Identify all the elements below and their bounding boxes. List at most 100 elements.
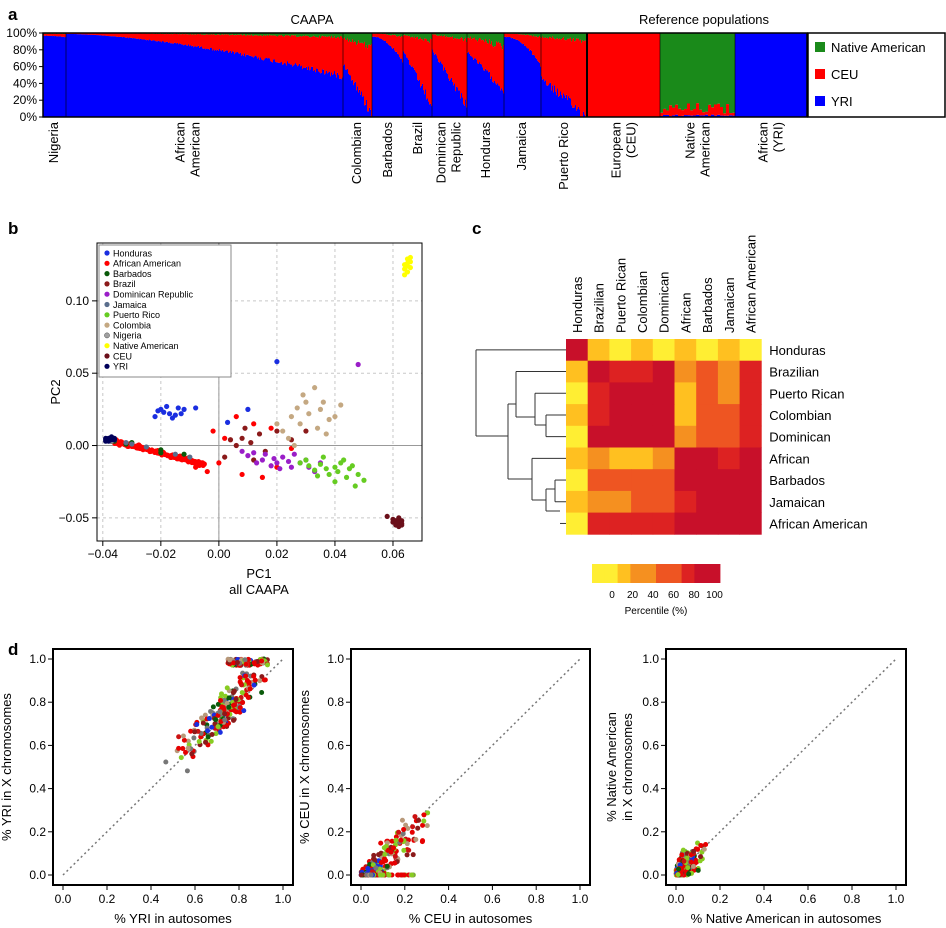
- data-point: [280, 454, 286, 460]
- bar-ceu: [471, 39, 473, 57]
- bar-yri: [355, 81, 357, 117]
- bar-ceu: [493, 47, 495, 83]
- bar-native: [527, 33, 529, 35]
- legend-marker: [104, 332, 110, 339]
- y-tick-label: 0.6: [327, 738, 344, 752]
- bar-ceu: [399, 35, 401, 58]
- x-tick-label: 0.6: [800, 892, 817, 906]
- data-point: [241, 708, 247, 714]
- bar-native: [547, 33, 549, 38]
- bar-yri: [291, 64, 293, 117]
- bar-ceu: [295, 35, 297, 64]
- bar-yri: [318, 71, 320, 117]
- colorbar-segment: [643, 564, 657, 583]
- bar-ceu: [515, 33, 517, 40]
- data-point: [277, 466, 283, 472]
- bar-yri: [153, 40, 155, 117]
- bar-ceu: [369, 44, 371, 108]
- bar-yri: [453, 85, 455, 117]
- heatmap-cell: [717, 512, 740, 535]
- bar-native: [498, 33, 500, 42]
- bar-ceu: [177, 33, 179, 43]
- bar-native: [400, 33, 402, 38]
- bar-ceu: [525, 35, 527, 47]
- bar-native: [205, 33, 207, 35]
- bar-yri: [118, 36, 120, 118]
- bar-native: [399, 33, 401, 36]
- bar-native: [244, 33, 246, 35]
- bar-ceu: [451, 37, 453, 78]
- bar-yri: [545, 80, 547, 117]
- bar-yri: [114, 36, 116, 118]
- bar-yri: [117, 36, 119, 117]
- bar-yri: [520, 42, 522, 118]
- bar-ceu: [309, 37, 311, 71]
- x-tick-label: 1.0: [888, 892, 905, 906]
- bar-native: [469, 33, 471, 39]
- bar-ceu: [378, 33, 380, 38]
- data-point: [306, 411, 312, 417]
- bar-native: [295, 33, 297, 36]
- heatmap-cell: [739, 512, 762, 535]
- bar-ceu: [484, 41, 486, 71]
- series-dominican-republic: [239, 361, 361, 475]
- scatter-points: [103, 254, 413, 530]
- data-point: [239, 448, 245, 454]
- bar-native: [216, 33, 218, 35]
- bar-yri: [155, 41, 157, 117]
- column-label: Puerto Rican: [613, 258, 628, 333]
- bar-yri: [51, 35, 53, 117]
- bar-ceu: [614, 33, 619, 117]
- bar-yri: [156, 41, 158, 117]
- bar-native: [259, 33, 261, 36]
- data-point: [405, 825, 411, 831]
- bar-native: [476, 33, 478, 40]
- bar-yri: [270, 61, 272, 117]
- bar-ceu: [132, 33, 134, 39]
- similarity-heatmap-panel: Honduras Brazilian Puerto Rican Colombian Do…: [475, 235, 868, 617]
- bar-native: [201, 33, 203, 35]
- heatmap-cell: [652, 469, 675, 492]
- bar-yri: [477, 63, 479, 117]
- bar-yri: [139, 39, 141, 117]
- bar-yri: [432, 49, 434, 118]
- bar-yri: [162, 41, 164, 117]
- bar-native: [242, 33, 244, 36]
- bar-yri: [152, 40, 154, 117]
- data-point: [343, 474, 350, 480]
- series-puerto-rico: [297, 454, 367, 489]
- data-point: [391, 845, 397, 851]
- bar-native: [275, 33, 277, 36]
- bar-ceu: [498, 41, 500, 86]
- bar-ceu: [422, 38, 424, 84]
- bar-native: [418, 33, 420, 40]
- bar-ceu: [491, 41, 493, 77]
- bar-ceu: [263, 35, 265, 61]
- legend-swatch: [815, 96, 825, 106]
- bar-ceu: [581, 42, 583, 118]
- data-point: [123, 440, 129, 446]
- bar-ceu: [620, 33, 625, 117]
- bar-yri: [457, 87, 459, 117]
- bar-native: [300, 33, 302, 37]
- bar-yri: [197, 46, 199, 117]
- bar-ceu: [248, 35, 250, 56]
- bar-yri: [188, 44, 190, 117]
- bar-yri: [253, 57, 255, 117]
- data-point: [219, 704, 225, 710]
- bar-ceu: [279, 35, 281, 63]
- bar-ceu: [118, 33, 120, 37]
- bar-native: [563, 33, 565, 38]
- data-point: [209, 731, 215, 737]
- bar-native: [406, 33, 408, 36]
- bar-yri: [393, 47, 395, 117]
- data-point: [392, 860, 398, 866]
- bar-ceu: [207, 34, 209, 50]
- bar-ceu: [174, 33, 176, 43]
- bar-native: [350, 33, 352, 42]
- bar-yri: [412, 66, 414, 117]
- bar-native: [485, 33, 487, 39]
- bar-ceu: [401, 36, 403, 59]
- data-point: [401, 847, 407, 853]
- legend-label: Puerto Rico: [113, 310, 160, 320]
